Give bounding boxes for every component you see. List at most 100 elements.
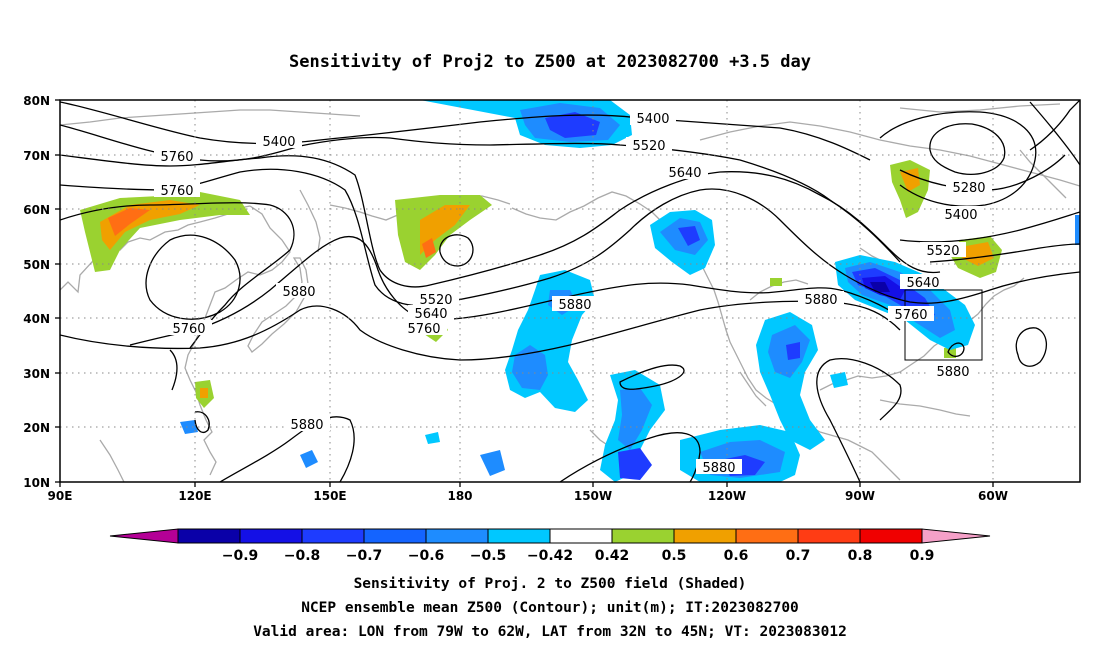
colorbar-box [487, 528, 551, 544]
contour-label: 5640 [662, 164, 708, 181]
contour-label: 5400 [630, 110, 676, 127]
figure-title: Sensitivity of Proj2 to Z500 at 20230827… [289, 52, 811, 72]
colorbar-box [735, 528, 799, 544]
svg-text:5880: 5880 [282, 285, 315, 300]
colorbar: −0.9 −0.8 −0.7 −0.6 −0.5 −0.42 0.42 0.5 0.6 0.7 0.… [109, 528, 991, 564]
colorbar-label: 0.8 [848, 548, 873, 564]
colorbar-label: −0.5 [470, 548, 507, 564]
contour-label: 5520 [920, 242, 966, 259]
contour-label: 5760 [154, 148, 200, 165]
colorbar-label: 0.6 [724, 548, 749, 564]
lon-tick-label: 60W [978, 489, 1008, 503]
map-frame [59, 99, 1081, 483]
valid-area-box [904, 289, 983, 361]
svg-text:5880: 5880 [558, 298, 591, 313]
svg-text:5760: 5760 [894, 308, 927, 323]
contour-label: 5880 [798, 291, 844, 308]
colorbar-under-triangle [109, 528, 179, 544]
lon-tick-label: 150E [313, 489, 346, 503]
graticule [60, 100, 1080, 482]
lat-tick-label: 60N [23, 203, 50, 217]
contour-label: 5880 [930, 363, 976, 380]
lat-tick-label: 10N [23, 476, 50, 490]
svg-text:5520: 5520 [632, 139, 665, 154]
lat-tick-label: 70N [23, 149, 50, 163]
colorbar-label: 0.42 [595, 548, 630, 564]
contour-label: 5880 [276, 283, 322, 300]
caption-line: NCEP ensemble mean Z500 (Contour); unit(… [301, 600, 799, 616]
contour-label: 5520 [626, 137, 672, 154]
lon-tick-label: 90E [48, 489, 73, 503]
contour-label: 5520 [413, 291, 459, 308]
lon-tick-label: 150W [574, 489, 612, 503]
lat-tick-label: 50N [23, 258, 50, 272]
caption: Sensitivity of Proj. 2 to Z500 field (Sh… [253, 576, 847, 640]
sensitivity-shading [80, 100, 1080, 482]
lat-tick-label: 40N [23, 312, 50, 326]
tick-marks [55, 99, 994, 487]
svg-text:5520: 5520 [419, 293, 452, 308]
lat-tick-label: 20N [23, 421, 50, 435]
colorbar-box [797, 528, 861, 544]
contour-label: 5880 [284, 416, 330, 433]
contour-label: 5760 [154, 182, 200, 199]
svg-text:5400: 5400 [944, 208, 977, 223]
svg-text:5880: 5880 [936, 365, 969, 380]
svg-text:5880: 5880 [290, 418, 323, 433]
colorbar-labels: −0.9 −0.8 −0.7 −0.6 −0.5 −0.42 0.42 0.5 0.6 0.7 0.… [222, 548, 935, 564]
lon-tick-label: 120W [708, 489, 746, 503]
colorbar-label: −0.8 [284, 548, 321, 564]
svg-text:5400: 5400 [636, 112, 669, 127]
svg-text:5760: 5760 [172, 322, 205, 337]
latitude-labels: 80N 70N 60N 50N 40N 30N 20N 10N [23, 94, 50, 490]
lat-tick-label: 80N [23, 94, 50, 108]
svg-text:5760: 5760 [160, 150, 193, 165]
longitude-labels: 90E 120E 150E 180 150W 120W 90W 60W [48, 489, 1008, 503]
colorbar-label: −0.42 [527, 548, 573, 564]
z500-contours [60, 100, 1080, 482]
map-area: 5400 5400 5520 5640 5760 5280 5400 5520 … [60, 100, 1080, 482]
colorbar-box [673, 528, 737, 544]
svg-text:5640: 5640 [906, 276, 939, 291]
lon-tick-label: 120E [178, 489, 211, 503]
contour-label: 5640 [408, 305, 454, 322]
colorbar-label: 0.9 [910, 548, 935, 564]
lon-tick-label: 180 [447, 489, 472, 503]
caption-line: Sensitivity of Proj. 2 to Z500 field (Sh… [354, 576, 747, 592]
lon-tick-label: 90W [845, 489, 875, 503]
colorbar-label: −0.7 [346, 548, 383, 564]
colorbar-boxes [177, 528, 923, 544]
lat-tick-label: 30N [23, 367, 50, 381]
colorbar-box [301, 528, 365, 544]
contour-label: 5760 [888, 306, 934, 323]
contour-label: 5880 [696, 459, 742, 476]
colorbar-box [859, 528, 923, 544]
svg-text:5760: 5760 [407, 322, 440, 337]
colorbar-box [239, 528, 303, 544]
colorbar-box [611, 528, 675, 544]
svg-text:5280: 5280 [952, 181, 985, 196]
colorbar-box [177, 528, 241, 544]
colorbar-box [363, 528, 427, 544]
colorbar-box [549, 528, 613, 544]
colorbar-label: −0.9 [222, 548, 259, 564]
svg-text:5880: 5880 [804, 293, 837, 308]
svg-text:5520: 5520 [926, 244, 959, 259]
contour-label: 5760 [401, 320, 447, 337]
colorbar-box [425, 528, 489, 544]
contour-label: 5400 [256, 133, 302, 150]
svg-text:5760: 5760 [160, 184, 193, 199]
contour-label: 5640 [900, 274, 946, 291]
caption-line: Valid area: LON from 79W to 62W, LAT fro… [253, 624, 847, 640]
svg-text:5880: 5880 [702, 461, 735, 476]
contour-label: 5400 [938, 206, 984, 223]
contour-label: 5280 [946, 179, 992, 196]
colorbar-label: −0.6 [408, 548, 445, 564]
svg-text:5400: 5400 [262, 135, 295, 150]
contour-label: 5760 [166, 320, 212, 337]
colorbar-label: 0.7 [786, 548, 811, 564]
contour-label: 5880 [552, 296, 598, 313]
colorbar-label: 0.5 [662, 548, 687, 564]
svg-text:5640: 5640 [414, 307, 447, 322]
